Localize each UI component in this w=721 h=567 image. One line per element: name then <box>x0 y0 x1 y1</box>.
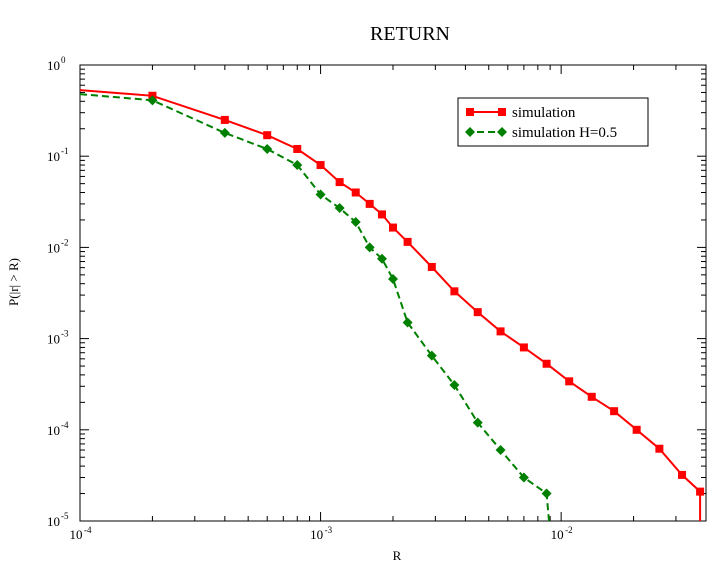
x-axis-label: R <box>393 548 402 563</box>
data-point <box>541 488 552 499</box>
x-tick-label: 10 <box>70 527 83 542</box>
y-tick-exponent: -1 <box>61 146 69 156</box>
data-point <box>472 417 483 428</box>
legend: simulation simulation H=0.5 <box>457 97 649 147</box>
y-tick-exponent: -3 <box>61 329 69 339</box>
data-point <box>542 359 551 368</box>
series-layer <box>79 89 705 522</box>
data-point <box>364 242 375 253</box>
x-tick-label: 10 <box>551 527 564 542</box>
data-point <box>473 308 482 317</box>
data-point <box>403 237 412 246</box>
x-tick-exponent: -3 <box>325 525 333 535</box>
y-tick-label: 10 <box>47 58 60 73</box>
data-point <box>678 470 687 479</box>
y-axis-label: P(|r| > R) <box>6 258 21 306</box>
series-line <box>79 93 550 522</box>
data-point <box>315 189 326 200</box>
data-point <box>350 216 361 227</box>
data-point <box>147 95 158 106</box>
data-point <box>376 253 387 264</box>
data-point <box>496 327 505 336</box>
x-tick-exponent: -4 <box>84 525 92 535</box>
data-point <box>696 487 705 496</box>
axis-ticks: 10 -4 10 -3 10 -210 010 -110 -210 -310 -410 -5 <box>47 55 706 542</box>
data-point <box>495 445 506 456</box>
x-tick-exponent: -2 <box>565 525 573 535</box>
data-point <box>426 350 437 361</box>
data-point <box>334 203 345 214</box>
data-point <box>389 223 397 232</box>
data-point <box>565 377 574 386</box>
legend-entries: simulation simulation H=0.5 <box>465 105 617 141</box>
y-tick-label: 10 <box>47 149 60 164</box>
y-tick-exponent: -2 <box>61 237 69 247</box>
data-point <box>365 199 374 208</box>
data-point <box>292 160 303 171</box>
legend-box <box>457 97 649 147</box>
data-point <box>220 115 229 124</box>
series-2 <box>79 93 552 522</box>
legend-marker <box>466 108 474 116</box>
data-point <box>293 144 302 153</box>
data-point <box>449 379 460 390</box>
series-line <box>79 89 702 521</box>
data-point <box>587 392 596 401</box>
data-point <box>427 262 436 271</box>
x-tick-label: 10 <box>310 527 323 542</box>
data-point <box>351 188 360 197</box>
legend-label: simulation <box>512 105 576 121</box>
y-tick-label: 10 <box>47 514 60 529</box>
data-point <box>450 287 459 296</box>
data-point <box>263 131 272 140</box>
y-tick-exponent: 0 <box>61 55 66 65</box>
legend-marker <box>465 127 475 137</box>
y-tick-label: 10 <box>47 240 60 255</box>
data-point <box>388 274 398 285</box>
data-point <box>219 127 230 138</box>
data-point <box>262 143 273 154</box>
data-point <box>316 161 325 170</box>
data-point <box>377 210 386 219</box>
y-tick-label: 10 <box>47 423 60 438</box>
data-point <box>402 317 413 328</box>
data-point <box>518 472 529 483</box>
data-point <box>335 178 344 187</box>
y-tick-exponent: -4 <box>61 420 69 430</box>
data-point <box>519 343 528 352</box>
chart-title: RETURN <box>370 23 450 45</box>
y-tick-label: 10 <box>47 332 60 347</box>
legend-label: simulation H=0.5 <box>512 125 617 141</box>
legend-marker <box>498 108 506 116</box>
series-1 <box>79 89 705 521</box>
y-tick-exponent: -5 <box>61 511 69 521</box>
data-point <box>655 444 664 453</box>
data-point <box>610 407 619 416</box>
legend-marker <box>497 127 507 137</box>
data-point <box>632 425 641 434</box>
